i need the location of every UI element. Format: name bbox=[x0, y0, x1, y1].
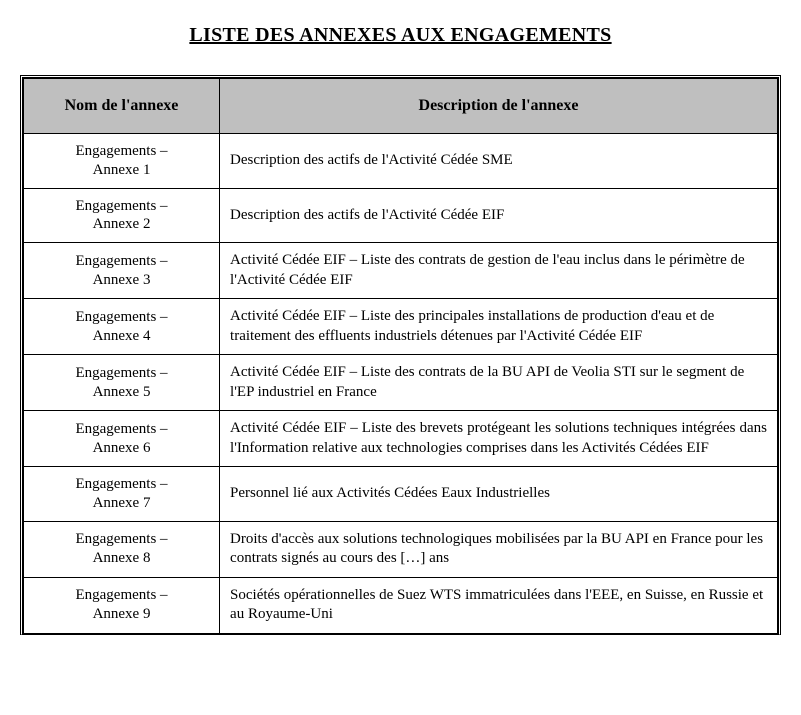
annex-name-line2: Annexe 8 bbox=[34, 549, 209, 568]
annex-name-line2: Annexe 6 bbox=[34, 439, 209, 458]
table-row: Engagements –Annexe 1Description des act… bbox=[24, 134, 778, 189]
table-row: Engagements –Annexe 6Activité Cédée EIF … bbox=[24, 411, 778, 467]
annex-desc-cell: Sociétés opérationnelles de Suez WTS imm… bbox=[220, 577, 778, 633]
annex-name-line1: Engagements – bbox=[34, 197, 209, 216]
table-header-row: Nom de l'annexe Description de l'annexe bbox=[24, 79, 778, 134]
annex-name-line1: Engagements – bbox=[34, 308, 209, 327]
annex-desc-cell: Activité Cédée EIF – Liste des contrats … bbox=[220, 355, 778, 411]
annex-name-cell: Engagements –Annexe 2 bbox=[24, 188, 220, 243]
annex-name-cell: Engagements –Annexe 9 bbox=[24, 577, 220, 633]
annex-name-line1: Engagements – bbox=[34, 364, 209, 383]
col-header-desc: Description de l'annexe bbox=[220, 79, 778, 134]
annex-name-line1: Engagements – bbox=[34, 530, 209, 549]
table-row: Engagements –Annexe 2Description des act… bbox=[24, 188, 778, 243]
annex-name-cell: Engagements –Annexe 1 bbox=[24, 134, 220, 189]
annex-name-line1: Engagements – bbox=[34, 475, 209, 494]
annex-name-line2: Annexe 5 bbox=[34, 383, 209, 402]
annex-name-cell: Engagements –Annexe 8 bbox=[24, 521, 220, 577]
annex-desc-cell: Activité Cédée EIF – Liste des contrats … bbox=[220, 243, 778, 299]
annex-name-line2: Annexe 7 bbox=[34, 494, 209, 513]
page-title: LISTE DES ANNEXES AUX ENGAGEMENTS bbox=[20, 24, 781, 47]
annex-desc-cell: Personnel lié aux Activités Cédées Eaux … bbox=[220, 467, 778, 522]
table-row: Engagements –Annexe 4Activité Cédée EIF … bbox=[24, 299, 778, 355]
annex-name-line1: Engagements – bbox=[34, 252, 209, 271]
annex-desc-cell: Description des actifs de l'Activité Céd… bbox=[220, 188, 778, 243]
table-row: Engagements –Annexe 5Activité Cédée EIF … bbox=[24, 355, 778, 411]
annex-desc-cell: Activité Cédée EIF – Liste des principal… bbox=[220, 299, 778, 355]
annex-name-cell: Engagements –Annexe 3 bbox=[24, 243, 220, 299]
annex-desc-cell: Description des actifs de l'Activité Céd… bbox=[220, 134, 778, 189]
annex-name-line2: Annexe 9 bbox=[34, 605, 209, 624]
annex-name-cell: Engagements –Annexe 4 bbox=[24, 299, 220, 355]
annex-table: Nom de l'annexe Description de l'annexe … bbox=[23, 78, 778, 634]
annex-name-line1: Engagements – bbox=[34, 142, 209, 161]
annex-desc-cell: Activité Cédée EIF – Liste des brevets p… bbox=[220, 411, 778, 467]
table-row: Engagements –Annexe 9Sociétés opérationn… bbox=[24, 577, 778, 633]
table-row: Engagements –Annexe 7Personnel lié aux A… bbox=[24, 467, 778, 522]
annex-name-line1: Engagements – bbox=[34, 586, 209, 605]
annex-name-line2: Annexe 4 bbox=[34, 327, 209, 346]
annex-name-line1: Engagements – bbox=[34, 420, 209, 439]
col-header-name: Nom de l'annexe bbox=[24, 79, 220, 134]
table-row: Engagements –Annexe 8Droits d'accès aux … bbox=[24, 521, 778, 577]
annex-name-cell: Engagements –Annexe 5 bbox=[24, 355, 220, 411]
annex-name-line2: Annexe 3 bbox=[34, 271, 209, 290]
annex-table-wrapper: Nom de l'annexe Description de l'annexe … bbox=[20, 75, 781, 635]
annex-name-line2: Annexe 2 bbox=[34, 215, 209, 234]
annex-name-cell: Engagements –Annexe 7 bbox=[24, 467, 220, 522]
annex-name-line2: Annexe 1 bbox=[34, 161, 209, 180]
annex-name-cell: Engagements –Annexe 6 bbox=[24, 411, 220, 467]
table-row: Engagements –Annexe 3Activité Cédée EIF … bbox=[24, 243, 778, 299]
annex-desc-cell: Droits d'accès aux solutions technologiq… bbox=[220, 521, 778, 577]
